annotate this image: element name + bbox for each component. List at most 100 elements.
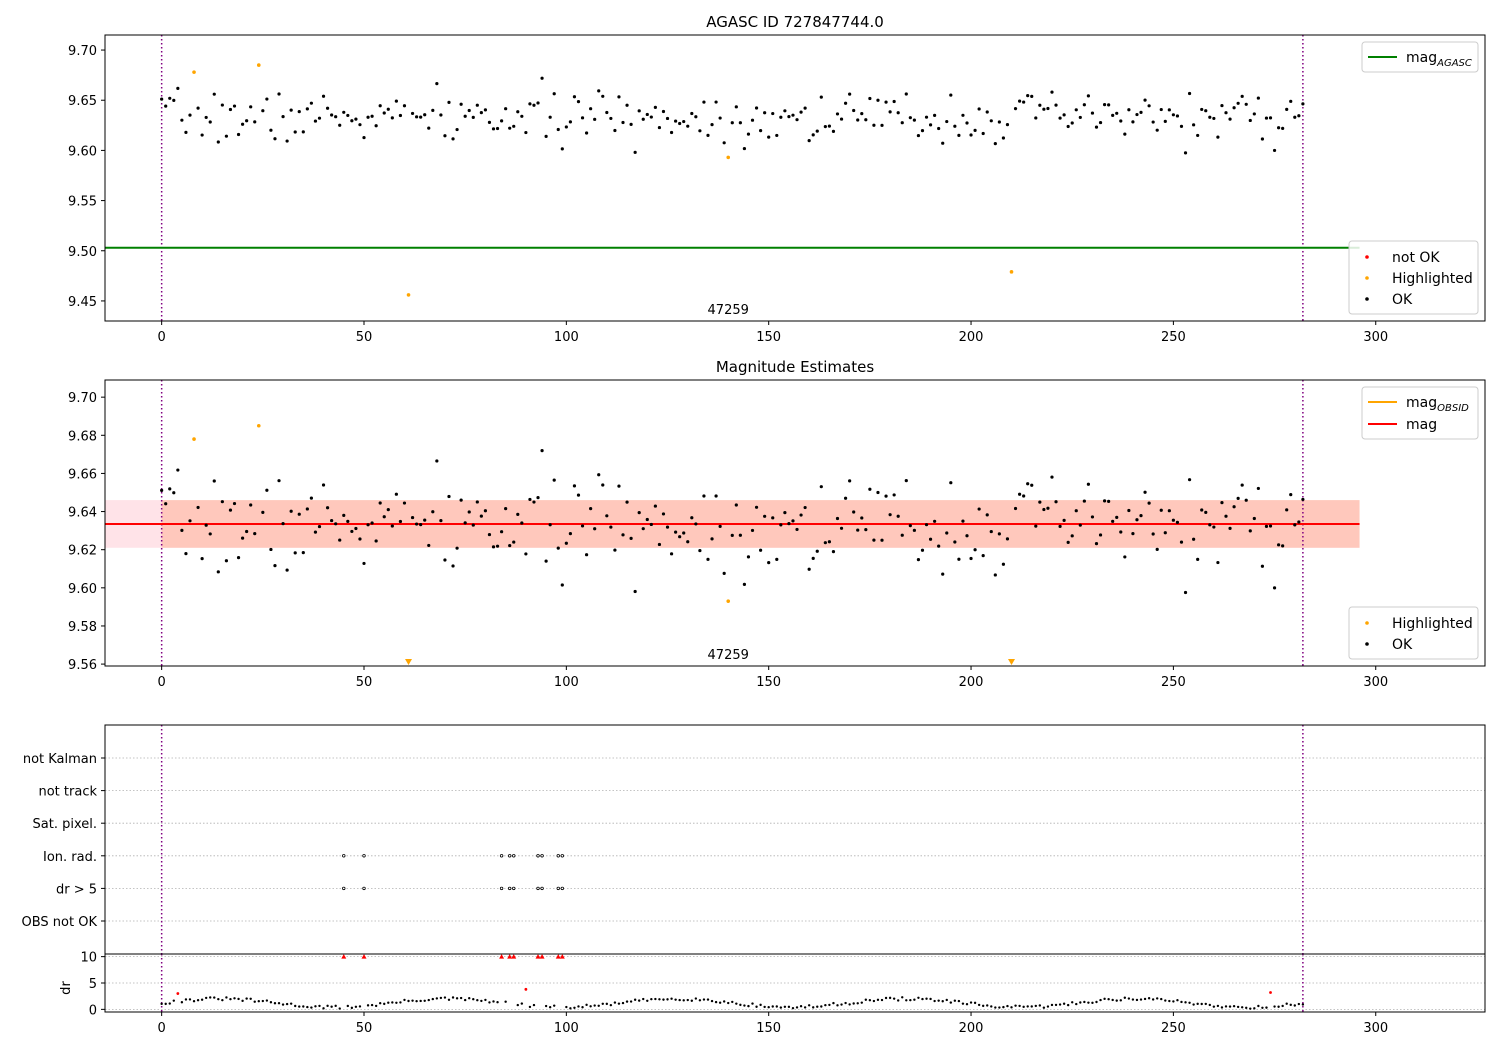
p1-ok-point bbox=[455, 127, 459, 132]
p2-ok-point bbox=[228, 508, 233, 512]
p2-ok-point bbox=[674, 530, 678, 534]
p2-ok-point bbox=[1034, 524, 1038, 528]
p1-ok-point bbox=[1187, 91, 1192, 96]
p4-dr-point bbox=[990, 1005, 993, 1008]
p2-ok-point bbox=[1107, 499, 1111, 503]
p4-dr-point bbox=[969, 1001, 973, 1004]
p1-ok-point bbox=[1208, 115, 1212, 119]
p1-ok-point bbox=[1038, 103, 1042, 107]
p4-dr-point bbox=[682, 999, 685, 1002]
p4-dr-point bbox=[812, 1006, 815, 1009]
p2-ok-point bbox=[516, 512, 520, 516]
p2-ok-point bbox=[937, 544, 941, 548]
p1-ok-point bbox=[981, 131, 985, 136]
p1-ok-point bbox=[900, 121, 904, 125]
p4-dr-point bbox=[1160, 997, 1163, 1001]
p2-ok-point bbox=[884, 494, 888, 498]
panel-1-legend-points: not OK Highlighted OK bbox=[1348, 240, 1479, 315]
p4-dr-point bbox=[358, 1005, 362, 1008]
p4-dr-point bbox=[1176, 999, 1179, 1002]
p2-ok-point bbox=[305, 507, 309, 511]
p4-dr-point bbox=[743, 1004, 746, 1007]
p1-ok-point bbox=[427, 126, 431, 130]
p1-ok-point bbox=[548, 115, 552, 119]
p4-dr-point bbox=[852, 1002, 855, 1005]
p1-ok-point bbox=[597, 89, 601, 93]
p4-dr-point bbox=[1030, 1005, 1033, 1008]
p1-ok-point bbox=[1030, 94, 1034, 99]
p4-dr-point bbox=[880, 998, 884, 1002]
p4-dr-point bbox=[1006, 1004, 1009, 1008]
p4-dr-point bbox=[650, 997, 653, 1001]
p1-ok-point bbox=[200, 133, 204, 137]
p2-ok-point bbox=[467, 510, 471, 514]
p1-ok-point bbox=[1179, 124, 1184, 128]
p4-dr-point bbox=[933, 999, 936, 1003]
p2-ok-point bbox=[427, 543, 431, 548]
p2-ok-point bbox=[904, 479, 908, 483]
p4-dr-point bbox=[585, 1003, 588, 1007]
p2-ok-point bbox=[629, 536, 633, 540]
p2-ok-point bbox=[289, 509, 293, 513]
p1-ok-point bbox=[1046, 106, 1050, 111]
p4-dr-point bbox=[913, 998, 916, 1001]
p2-ok-point bbox=[1277, 543, 1281, 547]
panel-dr: 0 50 100 150 200 250 300 0 5 10 dr bbox=[59, 951, 1486, 1036]
p2-ok-point bbox=[819, 485, 823, 489]
p4-dr-point bbox=[986, 1004, 989, 1007]
p2-ok-point bbox=[261, 510, 265, 514]
p2-ok-point bbox=[200, 557, 204, 561]
p4-dr-point bbox=[1103, 997, 1106, 1001]
p2-ok-point bbox=[609, 525, 613, 529]
p2-ok-point bbox=[236, 556, 241, 560]
p1-ok-point bbox=[848, 92, 852, 96]
p1-ok-point bbox=[750, 118, 755, 122]
p1-ok-point bbox=[977, 107, 981, 111]
p2-ok-point bbox=[580, 524, 585, 528]
p1-ok-point bbox=[1175, 114, 1180, 118]
p1-ok-point bbox=[495, 126, 500, 131]
p4-dr-point bbox=[1091, 1001, 1094, 1005]
p1-ok-point bbox=[843, 101, 848, 105]
p2-ok-point bbox=[176, 468, 180, 472]
p4-dr-point bbox=[1253, 1007, 1256, 1010]
p1-ok-point bbox=[803, 106, 807, 110]
p2-ok-point bbox=[949, 481, 953, 485]
p2-ok-point bbox=[1094, 542, 1099, 546]
p1-ok-point bbox=[1034, 116, 1038, 120]
p4-dr-point bbox=[1042, 1006, 1046, 1009]
p2-ok-point bbox=[985, 513, 989, 517]
p2-legend-label: mag bbox=[1406, 417, 1437, 433]
p1-ok-point bbox=[568, 120, 572, 124]
p4-dr-point bbox=[548, 1006, 552, 1009]
p3-flag-point bbox=[536, 886, 540, 891]
p2-ok-point bbox=[285, 568, 289, 572]
p4-dr-point bbox=[391, 1001, 394, 1004]
p1-ok-point bbox=[188, 113, 192, 117]
p2-ok-point bbox=[767, 561, 771, 565]
p2-ok-point bbox=[1046, 506, 1050, 510]
p1-ok-point bbox=[1228, 117, 1232, 121]
p1-ok-point bbox=[285, 139, 289, 143]
p2-ok-point bbox=[366, 523, 370, 527]
p2-ok-point bbox=[1297, 520, 1301, 524]
p4-dr-point bbox=[670, 997, 673, 1000]
p2-ok-point bbox=[1236, 496, 1240, 500]
p2-ok-point bbox=[212, 479, 216, 483]
p4-dr-point bbox=[1293, 1004, 1296, 1007]
p3-flag-point bbox=[507, 854, 512, 858]
p2-ok-point bbox=[589, 506, 593, 511]
p1-ok-point bbox=[556, 127, 560, 132]
p4-dr-point bbox=[727, 1001, 730, 1005]
p2-ok-point bbox=[475, 500, 479, 504]
p1-highlighted-point bbox=[192, 70, 196, 74]
p1-ok-point bbox=[1252, 112, 1256, 116]
p4-red-point bbox=[176, 992, 180, 995]
p2-ok-point bbox=[908, 524, 912, 528]
p2-ok-point bbox=[605, 514, 609, 518]
p2-ok-point bbox=[491, 545, 496, 549]
p4-red-point bbox=[1269, 991, 1272, 994]
p1-xtick-label: 250 bbox=[1161, 330, 1186, 345]
p4-dr-point bbox=[318, 1004, 321, 1008]
p2-ok-point bbox=[1013, 506, 1018, 511]
